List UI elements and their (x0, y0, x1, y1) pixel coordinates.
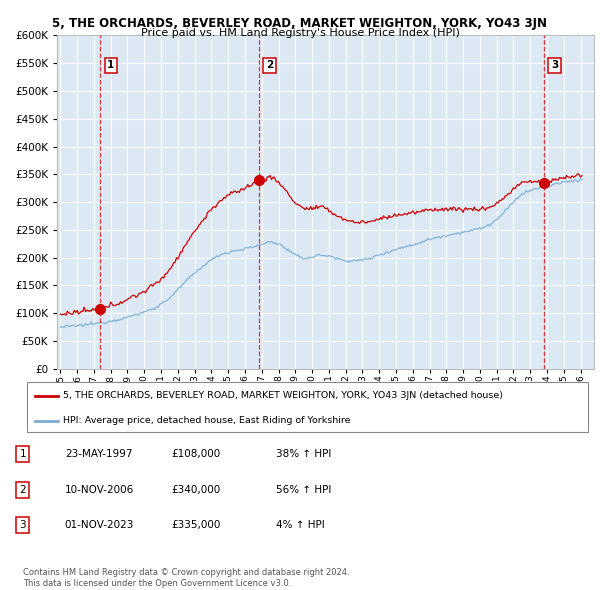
Text: Contains HM Land Registry data © Crown copyright and database right 2024.: Contains HM Land Registry data © Crown c… (23, 568, 349, 576)
Text: 4% ↑ HPI: 4% ↑ HPI (276, 520, 325, 530)
Text: 5, THE ORCHARDS, BEVERLEY ROAD, MARKET WEIGHTON, YORK, YO43 3JN: 5, THE ORCHARDS, BEVERLEY ROAD, MARKET W… (53, 17, 548, 30)
Text: HPI: Average price, detached house, East Riding of Yorkshire: HPI: Average price, detached house, East… (64, 417, 351, 425)
Text: £340,000: £340,000 (171, 485, 220, 494)
Text: 1: 1 (107, 60, 115, 70)
Text: 3: 3 (551, 60, 558, 70)
Text: 56% ↑ HPI: 56% ↑ HPI (276, 485, 331, 494)
Text: 2: 2 (266, 60, 274, 70)
Text: 1: 1 (19, 450, 26, 459)
Text: 23-MAY-1997: 23-MAY-1997 (65, 450, 133, 459)
Text: 3: 3 (19, 520, 26, 530)
Text: 10-NOV-2006: 10-NOV-2006 (65, 485, 134, 494)
Text: 2: 2 (19, 485, 26, 494)
Text: 5, THE ORCHARDS, BEVERLEY ROAD, MARKET WEIGHTON, YORK, YO43 3JN (detached house): 5, THE ORCHARDS, BEVERLEY ROAD, MARKET W… (64, 391, 503, 400)
Text: 38% ↑ HPI: 38% ↑ HPI (276, 450, 331, 459)
Text: Price paid vs. HM Land Registry's House Price Index (HPI): Price paid vs. HM Land Registry's House … (140, 28, 460, 38)
Text: 01-NOV-2023: 01-NOV-2023 (65, 520, 134, 530)
Text: £108,000: £108,000 (171, 450, 220, 459)
FancyBboxPatch shape (27, 382, 588, 432)
Text: This data is licensed under the Open Government Licence v3.0.: This data is licensed under the Open Gov… (23, 579, 291, 588)
Text: £335,000: £335,000 (171, 520, 220, 530)
